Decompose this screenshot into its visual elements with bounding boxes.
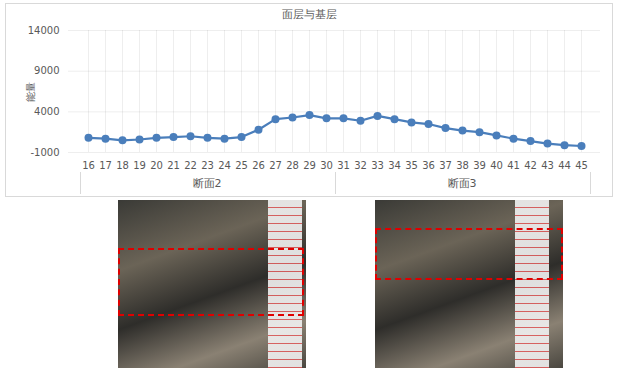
- svg-text:16: 16: [82, 160, 95, 171]
- svg-text:37: 37: [439, 160, 452, 171]
- svg-text:33: 33: [371, 160, 384, 171]
- svg-text:39: 39: [473, 160, 486, 171]
- svg-text:25: 25: [235, 160, 248, 171]
- svg-text:34: 34: [388, 160, 401, 171]
- svg-text:4000: 4000: [34, 106, 59, 117]
- svg-text:18: 18: [116, 160, 129, 171]
- html-text:面层与基层: 面层与基层: [281, 8, 337, 21]
- svg-text:27: 27: [269, 160, 282, 171]
- html-text:断面3: 断面3: [447, 177, 477, 190]
- svg-text:36: 36: [422, 160, 435, 171]
- svg-text:42: 42: [524, 160, 537, 171]
- svg-text:28: 28: [286, 160, 299, 171]
- svg-text:19: 19: [133, 160, 146, 171]
- svg-text:38: 38: [456, 160, 469, 171]
- svg-text:24: 24: [218, 160, 231, 171]
- svg-text:31: 31: [337, 160, 350, 171]
- svg-text:40: 40: [490, 160, 503, 171]
- svg-text:-1000: -1000: [30, 147, 59, 158]
- html-text:断面2: 断面2: [192, 177, 222, 190]
- svg-text:35: 35: [405, 160, 418, 171]
- svg-text:29: 29: [303, 160, 316, 171]
- svg-text:41: 41: [507, 160, 520, 171]
- svg-text:26: 26: [252, 160, 265, 171]
- svg-text:20: 20: [150, 160, 163, 171]
- svg-text:能量: 能量: [25, 82, 36, 102]
- svg-text:45: 45: [575, 160, 588, 171]
- svg-text:21: 21: [167, 160, 180, 171]
- svg-text:9000: 9000: [34, 65, 59, 76]
- svg-text:44: 44: [558, 160, 571, 171]
- svg-text:43: 43: [541, 160, 554, 171]
- svg-text:23: 23: [201, 160, 214, 171]
- svg-text:22: 22: [184, 160, 197, 171]
- svg-text:30: 30: [320, 160, 333, 171]
- svg-text:32: 32: [354, 160, 367, 171]
- svg-text:17: 17: [99, 160, 112, 171]
- svg-text:14000: 14000: [28, 25, 60, 36]
